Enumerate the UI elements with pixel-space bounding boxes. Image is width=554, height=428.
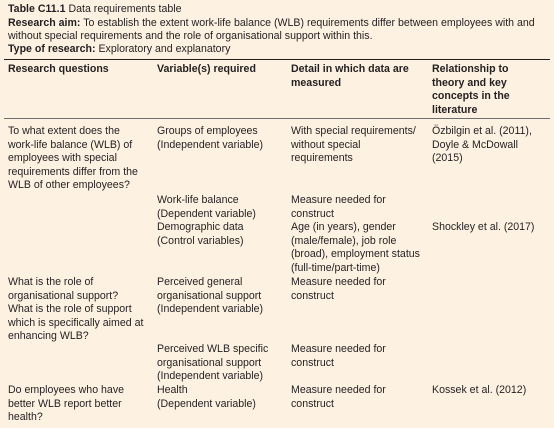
table-cell: organisational support? xyxy=(8,289,119,302)
table-title: Data requirements table xyxy=(68,3,182,15)
column-header: Variable(s) required xyxy=(157,63,256,75)
aim-text: To establish the extent work-life balanc… xyxy=(83,17,535,29)
table-cell: Demographic data xyxy=(157,221,244,233)
table-cell: Measure needed for xyxy=(291,194,386,206)
rule xyxy=(4,59,550,60)
table-cell: without special xyxy=(291,138,361,151)
table-cell: Perceived general xyxy=(157,276,243,288)
table-cell: (Dependent variable) xyxy=(157,397,256,410)
table-cell: (Independent variable) xyxy=(157,370,264,383)
column-header: literature xyxy=(432,103,478,116)
table-cell: Groups of employees xyxy=(157,125,258,137)
table-cell: enhancing WLB? xyxy=(8,330,89,343)
type-line: Type of research: Exploratory and explan… xyxy=(8,43,230,57)
table-cell: Measure needed for xyxy=(291,384,386,396)
table-cell: health? xyxy=(8,411,43,424)
table-cell: Measure needed for xyxy=(291,343,386,355)
table-cell: (full-time/part-time) xyxy=(291,261,380,274)
type-label: Type of research: xyxy=(8,43,96,55)
aim-line: Research aim: To establish the extent wo… xyxy=(8,17,535,31)
table-cell: (male/female), job role xyxy=(291,234,397,247)
column-header: measured xyxy=(291,76,342,89)
table-cell: organisational support xyxy=(157,289,262,302)
table-cell: construct xyxy=(291,207,334,220)
column-header: Detail in which data are xyxy=(291,63,409,75)
table-cell: Health xyxy=(157,384,188,396)
table-cell: With special requirements/ xyxy=(291,125,416,137)
table-cell: Özbilgin et al. (2011), xyxy=(432,125,532,137)
table-cell: (2015) xyxy=(432,152,463,165)
table-cell: construct xyxy=(291,289,334,302)
table-label: Table C11.1 xyxy=(8,3,66,15)
table-cell: (Independent variable) xyxy=(157,303,264,316)
table-cell: requirements xyxy=(291,152,353,165)
table-cell: What is the role of support xyxy=(8,303,132,316)
table-cell: employees with special xyxy=(8,152,117,165)
table-cell: requirements differ from the xyxy=(8,165,138,178)
table-cell: organisational support xyxy=(157,356,262,369)
table-cell: Work-life balance xyxy=(157,194,239,206)
table-cell: Doyle & McDowall xyxy=(432,138,518,151)
table-cell: Age (in years), gender xyxy=(291,221,396,233)
table-cell: better WLB report better xyxy=(8,397,122,410)
column-header: theory and key xyxy=(432,76,507,89)
table-cell: construct xyxy=(291,397,334,410)
table-cell: (Independent variable) xyxy=(157,138,264,151)
table-cell: Perceived WLB specific xyxy=(157,343,269,355)
table-cell: construct xyxy=(291,356,334,369)
table-caption: Table C11.1 Data requirements table xyxy=(8,3,182,17)
table-cell: (broad), employment status xyxy=(291,248,420,261)
table-cell: Shockley et al. (2017) xyxy=(432,221,535,233)
aim-line: without special requirements and the rol… xyxy=(8,30,373,42)
type-text: Exploratory and explanatory xyxy=(98,43,231,55)
table-cell: To what extent does the xyxy=(8,125,120,137)
column-header: Research questions xyxy=(8,63,109,75)
aim-label: Research aim: xyxy=(8,17,81,29)
table-cell: What is the role of xyxy=(8,276,94,288)
table-cell: which is specifically aimed at xyxy=(8,316,144,329)
table-cell: (Control variables) xyxy=(157,234,244,247)
rule xyxy=(4,118,550,119)
table-cell: Kossek et al. (2012) xyxy=(432,384,527,396)
table-cell: Measure needed for xyxy=(291,276,386,288)
column-header: concepts in the xyxy=(432,90,510,103)
column-header: Relationship to xyxy=(432,63,509,75)
table-cell: (Dependent variable) xyxy=(157,207,256,220)
table-cell: Do employees who have xyxy=(8,384,125,396)
table-cell: work-life balance (WLB) of xyxy=(8,138,133,151)
table-cell: WLB of other employees? xyxy=(8,179,130,192)
